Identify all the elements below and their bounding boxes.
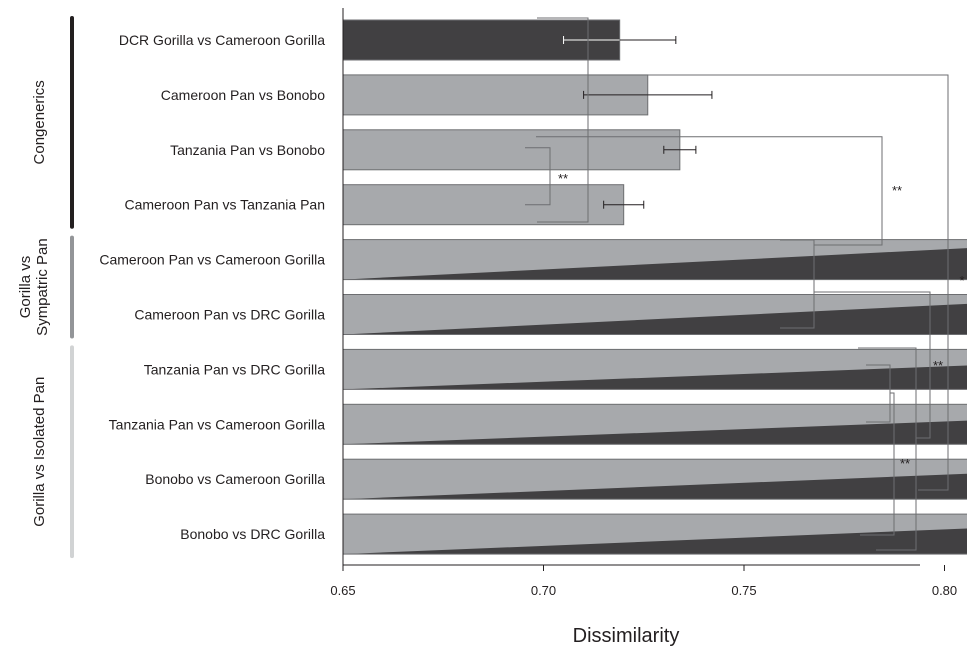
group-label: Congenerics (31, 80, 48, 164)
bar (342, 458, 967, 500)
significance-brackets: ********* (525, 17, 965, 551)
bar-fill-dark (343, 365, 967, 390)
group-label-line: Gorilla vs (17, 256, 34, 319)
bar-fill (343, 129, 680, 170)
bar-fill-dark (343, 420, 967, 445)
error-bar (563, 36, 677, 44)
category-label: Cameroon Pan vs Cameroon Gorilla (99, 252, 325, 268)
error-bars (563, 36, 713, 209)
bar (342, 403, 967, 445)
bar (342, 513, 967, 555)
category-label: Cameroon Pan vs Bonobo (161, 87, 325, 103)
bar (342, 184, 625, 226)
bar-fill (343, 184, 624, 225)
bracket-sympatric-vs-isolated (814, 291, 931, 439)
bracket-tanzania-vs-bonobo (860, 392, 895, 536)
bar-fill-dark (343, 528, 967, 555)
significance-label: ** (933, 358, 943, 373)
bar (342, 129, 681, 171)
bracket-pan-pairs (525, 147, 551, 206)
bracket-congenerics (537, 17, 589, 223)
x-tick-label: 0.75 (731, 583, 756, 598)
group-label-line: Sympatric Pan (34, 238, 51, 336)
category-label: Cameroon Pan vs DRC Gorilla (134, 307, 325, 323)
significance-label: ** (900, 456, 910, 471)
category-label: Tanzania Pan vs Bonobo (170, 142, 325, 158)
bar (342, 294, 967, 335)
error-bar (603, 200, 645, 209)
category-label: Bonobo vs DRC Gorilla (180, 526, 325, 542)
category-label: DCR Gorilla vs Cameroon Gorilla (119, 32, 325, 48)
group-label-line: Congenerics (31, 80, 48, 164)
significance-label: * (959, 273, 964, 288)
x-tick-label: 0.80 (932, 583, 957, 598)
bar (342, 348, 967, 390)
error-bar (583, 90, 713, 99)
significance-label: ** (892, 183, 902, 198)
bar (342, 239, 967, 281)
x-axis: 0.650.700.750.800.850.90 (330, 8, 957, 598)
bars (342, 19, 967, 555)
bar-fill-dark (343, 473, 967, 500)
bar-fill-dark (343, 248, 967, 280)
category-label: Bonobo vs Cameroon Gorilla (145, 471, 325, 487)
category-label: Cameroon Pan vs Tanzania Pan (124, 197, 325, 213)
error-bar (663, 145, 697, 154)
category-labels: DCR Gorilla vs Cameroon Gorilla Cameroon … (99, 32, 325, 542)
significance-label: ** (558, 171, 568, 186)
group-label-line: Gorilla vs Isolated Pan (31, 377, 48, 527)
bar-fill-dark (343, 303, 967, 335)
group-label: Gorilla vsSympatric Pan (17, 238, 51, 336)
x-tick-label: 0.70 (531, 583, 556, 598)
bracket-congenerics-vs-isolated (588, 74, 949, 491)
group-label: Gorilla vs Isolated Pan (31, 377, 48, 527)
bracket-sympatric (780, 239, 815, 329)
category-label: Tanzania Pan vs DRC Gorilla (144, 361, 326, 377)
x-axis-title: Dissimilarity (573, 625, 680, 647)
bracket-sympatric-vs-pan (536, 136, 883, 246)
bracket-isolated-outer (858, 347, 917, 551)
x-tick-label: 0.65 (330, 583, 355, 598)
category-label: Tanzania Pan vs Cameroon Gorilla (109, 416, 326, 432)
